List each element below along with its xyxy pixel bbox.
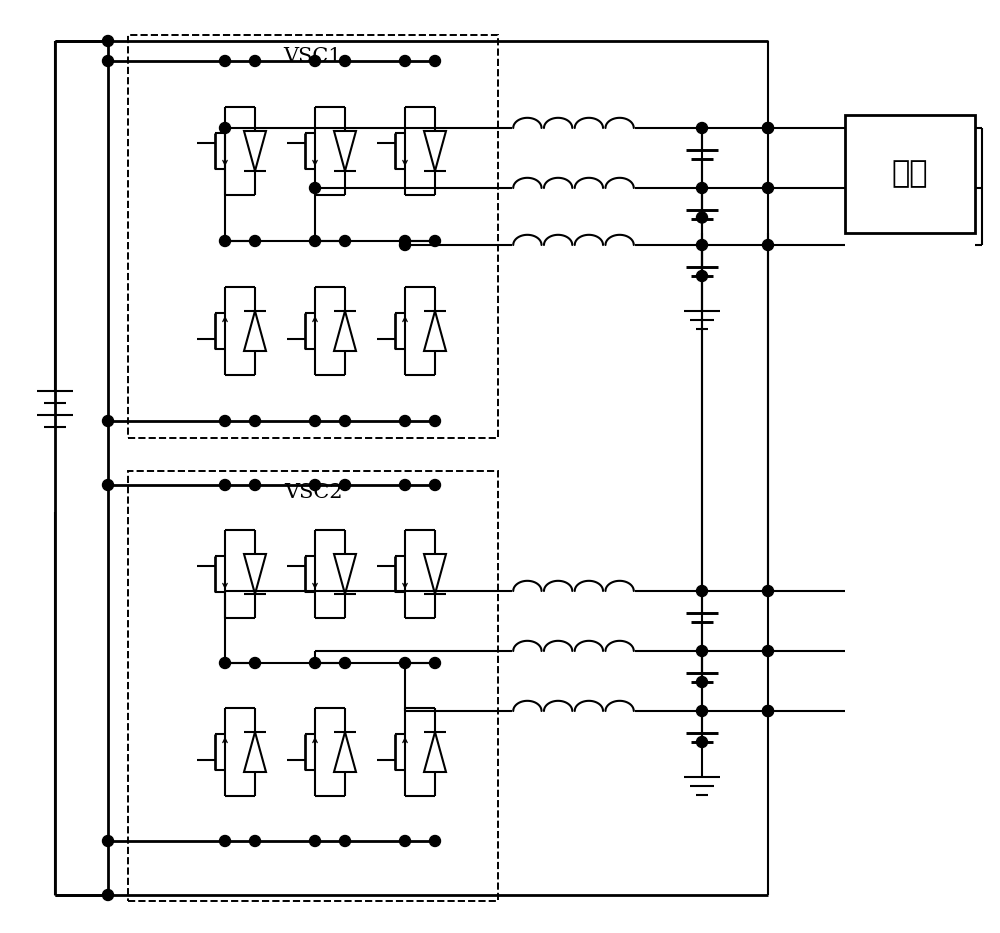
Circle shape bbox=[763, 240, 774, 250]
Circle shape bbox=[429, 480, 440, 491]
Circle shape bbox=[310, 480, 320, 491]
Circle shape bbox=[400, 835, 411, 846]
Circle shape bbox=[400, 658, 411, 669]
Circle shape bbox=[763, 122, 774, 133]
Circle shape bbox=[400, 235, 411, 246]
Circle shape bbox=[103, 480, 114, 491]
Circle shape bbox=[696, 705, 708, 717]
Text: VSC1: VSC1 bbox=[284, 47, 342, 66]
Circle shape bbox=[696, 240, 708, 250]
Bar bbox=[845, 115, 975, 233]
Circle shape bbox=[696, 676, 708, 688]
Circle shape bbox=[763, 122, 774, 133]
Circle shape bbox=[696, 183, 708, 193]
Circle shape bbox=[220, 415, 230, 426]
Circle shape bbox=[249, 480, 260, 491]
Circle shape bbox=[696, 646, 708, 657]
Circle shape bbox=[249, 55, 260, 66]
Circle shape bbox=[696, 736, 708, 747]
Circle shape bbox=[103, 35, 114, 47]
Text: 电网: 电网 bbox=[892, 160, 928, 188]
Circle shape bbox=[340, 55, 351, 66]
Circle shape bbox=[400, 415, 411, 426]
Circle shape bbox=[103, 889, 114, 900]
Circle shape bbox=[310, 55, 320, 66]
Bar bbox=[128, 471, 498, 901]
Circle shape bbox=[763, 586, 774, 596]
Circle shape bbox=[696, 212, 708, 223]
Circle shape bbox=[220, 480, 230, 491]
Circle shape bbox=[400, 480, 411, 491]
Circle shape bbox=[103, 415, 114, 426]
Circle shape bbox=[220, 55, 230, 66]
Circle shape bbox=[340, 658, 351, 669]
Circle shape bbox=[310, 835, 320, 846]
Circle shape bbox=[696, 586, 708, 596]
Circle shape bbox=[429, 658, 440, 669]
Circle shape bbox=[696, 122, 708, 133]
Circle shape bbox=[763, 183, 774, 193]
Circle shape bbox=[310, 658, 320, 669]
Circle shape bbox=[763, 646, 774, 657]
Circle shape bbox=[429, 55, 440, 66]
Circle shape bbox=[340, 235, 351, 246]
Circle shape bbox=[340, 415, 351, 426]
Circle shape bbox=[763, 705, 774, 717]
Circle shape bbox=[429, 415, 440, 426]
Circle shape bbox=[220, 658, 230, 669]
Circle shape bbox=[249, 658, 260, 669]
Bar bbox=[128, 35, 498, 438]
Circle shape bbox=[340, 835, 351, 846]
Circle shape bbox=[310, 183, 320, 193]
Circle shape bbox=[696, 271, 708, 282]
Circle shape bbox=[310, 235, 320, 246]
Circle shape bbox=[310, 415, 320, 426]
Circle shape bbox=[340, 480, 351, 491]
Circle shape bbox=[220, 235, 230, 246]
Circle shape bbox=[429, 235, 440, 246]
Circle shape bbox=[400, 55, 411, 66]
Circle shape bbox=[249, 235, 260, 246]
Circle shape bbox=[103, 55, 114, 66]
Circle shape bbox=[763, 705, 774, 717]
Text: VSC2: VSC2 bbox=[284, 483, 342, 502]
Circle shape bbox=[429, 835, 440, 846]
Circle shape bbox=[249, 835, 260, 846]
Circle shape bbox=[220, 122, 230, 133]
Circle shape bbox=[103, 835, 114, 846]
Circle shape bbox=[249, 415, 260, 426]
Circle shape bbox=[220, 835, 230, 846]
Circle shape bbox=[400, 240, 411, 250]
